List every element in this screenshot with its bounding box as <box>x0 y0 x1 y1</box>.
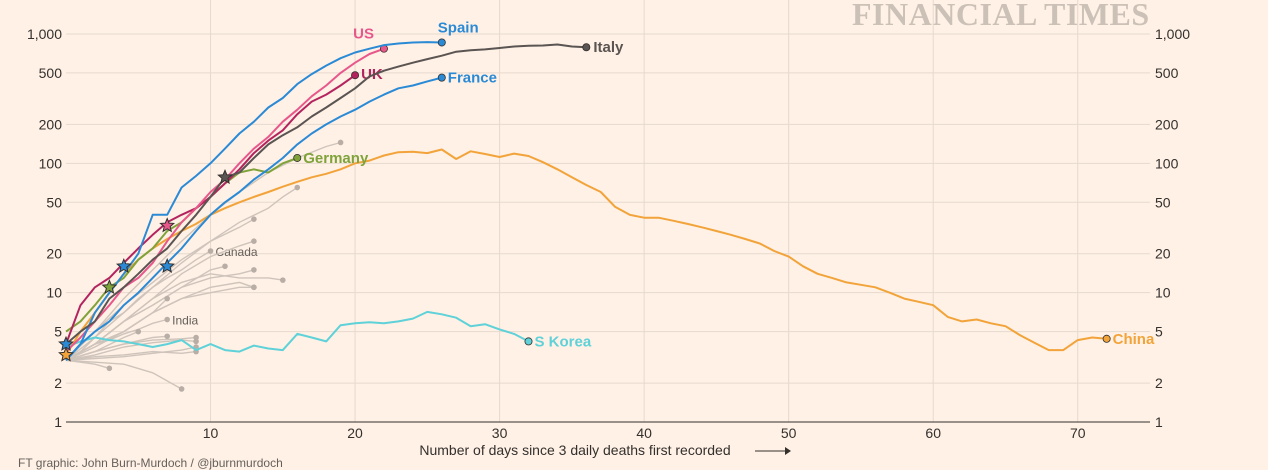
series-line-s-korea <box>65 310 529 353</box>
series-end-dot-other <box>164 295 170 302</box>
series-line-other <box>65 218 255 361</box>
y-tick-label-left: 10 <box>46 285 62 301</box>
series-end-dot-other <box>207 248 214 254</box>
series-label-s-korea: S Korea <box>535 333 592 350</box>
series-end-dot-other <box>251 267 257 273</box>
series-end-dot-other <box>251 216 257 222</box>
series-label-france: France <box>448 70 497 87</box>
series-end-dot-other <box>337 139 344 146</box>
x-tick-label: 70 <box>1070 425 1086 441</box>
series-line-other <box>65 346 197 361</box>
series-end-dot-uk <box>351 71 360 80</box>
series-end-dot-other <box>164 316 170 323</box>
series-end-dot-other <box>164 333 170 340</box>
x-tick-label: 60 <box>925 425 941 441</box>
y-tick-label-right: 10 <box>1155 285 1171 301</box>
series-label-us: US <box>353 26 374 43</box>
series-end-dot-italy <box>582 43 591 52</box>
star-marker-germany <box>101 278 118 295</box>
series-line-italy <box>65 43 587 345</box>
x-tick-label: 50 <box>781 425 797 441</box>
y-tick-label-right: 100 <box>1155 155 1179 171</box>
series-end-dot-germany <box>293 153 302 162</box>
y-tick-label-left: 5 <box>54 324 62 340</box>
ft-logo: FINANCIAL TIMES <box>852 0 1150 32</box>
series-end-dot-other <box>106 365 113 372</box>
series-line-other <box>65 286 254 361</box>
series-end-dot-other <box>222 263 228 270</box>
series-end-dot-spain <box>437 38 446 47</box>
y-tick-label-right: 1 <box>1155 414 1163 430</box>
series-line-other <box>65 335 168 361</box>
series-end-dot-other <box>251 284 257 291</box>
y-tick-label-right: 50 <box>1155 194 1171 210</box>
y-tick-label-left: 2 <box>54 375 62 391</box>
star-marker-italy <box>217 169 233 185</box>
star-marker-spain <box>115 258 132 273</box>
star-marker-france <box>159 258 176 273</box>
series-end-dot-other <box>135 328 142 335</box>
y-tick-label-left: 200 <box>39 116 63 132</box>
x-tick-label: 10 <box>203 425 219 441</box>
series-end-dot-s-korea <box>524 337 533 346</box>
y-tick-label-right: 500 <box>1155 65 1179 81</box>
series-label-spain: Spain <box>438 19 479 36</box>
x-tick-label: 30 <box>492 425 508 441</box>
series-line-france <box>65 76 443 361</box>
series-end-dot-other <box>251 238 257 244</box>
y-tick-label-right: 5 <box>1155 324 1163 340</box>
series-end-dot-other <box>294 184 301 191</box>
series-label-other: Canada <box>216 245 258 259</box>
series-line-other <box>65 250 211 361</box>
y-tick-label-right: 1,000 <box>1155 26 1190 42</box>
series-line-china <box>65 148 1107 356</box>
y-tick-label-left: 1,000 <box>27 26 62 42</box>
y-tick-label-left: 500 <box>39 65 63 81</box>
y-tick-label-right: 200 <box>1155 116 1179 132</box>
star-marker-us <box>159 217 176 233</box>
series-label-italy: Italy <box>593 39 624 56</box>
y-tick-label-left: 100 <box>39 155 63 171</box>
x-tick-label: 40 <box>636 425 652 441</box>
star-marker-france <box>58 335 74 351</box>
series-end-dot-other <box>178 386 185 392</box>
series-line-other <box>65 359 182 390</box>
series-label-other: India <box>172 314 198 328</box>
y-tick-label-right: 2 <box>1155 375 1163 391</box>
y-tick-label-left: 20 <box>46 246 62 262</box>
credit: FT graphic: John Burn-Murdoch / @jburnmu… <box>18 456 283 470</box>
series-label-china: China <box>1113 331 1155 348</box>
series-end-dot-other <box>193 334 199 341</box>
star-marker-china <box>58 346 74 362</box>
x-axis-label: Number of days since 3 daily deaths firs… <box>419 442 730 458</box>
series-end-dot-other <box>193 338 199 345</box>
series-line-other <box>65 186 298 361</box>
series-label-germany: Germany <box>303 150 369 167</box>
series-line-other <box>65 298 168 361</box>
y-tick-label-right: 20 <box>1155 246 1171 262</box>
y-tick-label-left: 1 <box>54 414 62 430</box>
x-tick-label: 20 <box>347 425 363 441</box>
series-end-dot-france <box>437 73 446 82</box>
series-end-dot-china <box>1102 334 1111 343</box>
x-axis-arrowhead <box>785 447 791 455</box>
series-line-us <box>65 47 385 353</box>
series-line-other <box>65 273 283 361</box>
series-line-other <box>65 350 197 361</box>
y-tick-label-left: 50 <box>46 194 62 210</box>
series-line-spain <box>65 41 442 361</box>
series-end-dot-other <box>280 277 286 283</box>
